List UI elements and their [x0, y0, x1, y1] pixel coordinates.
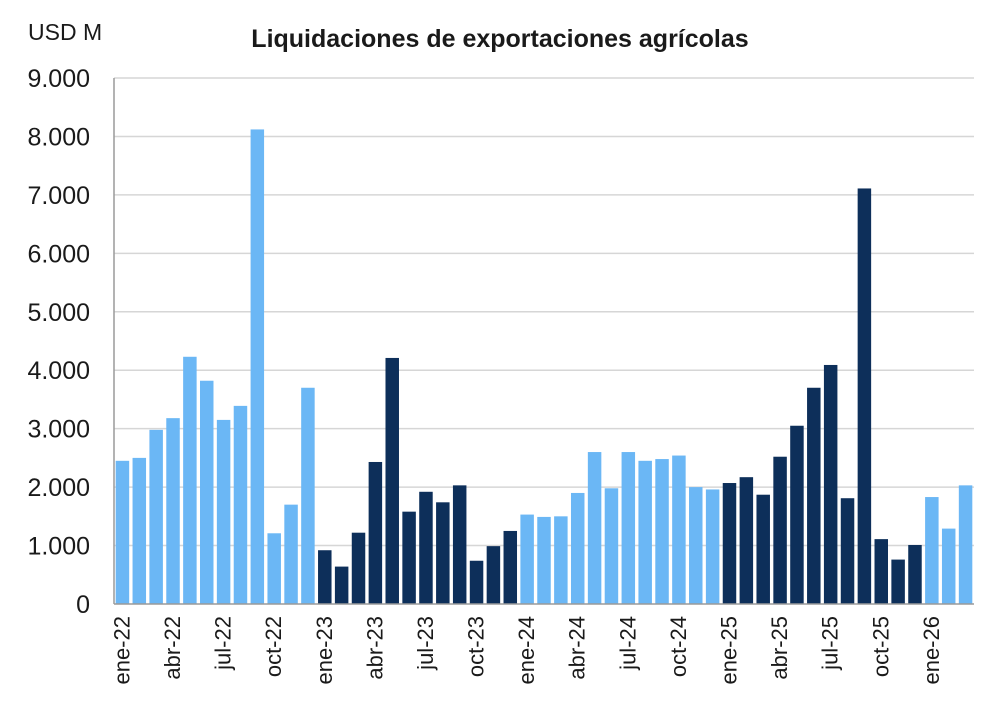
- x-tick-label: ene-22: [109, 616, 134, 685]
- bar-jul-22: jul-22: [216, 419, 231, 604]
- bar-mar-23: mar-23: [351, 532, 366, 604]
- bar-oct-22: oct-22: [267, 533, 281, 604]
- x-tick-label: ene-24: [514, 616, 539, 685]
- bar-mar-26: mar-26: [958, 485, 973, 604]
- bar-feb-26: feb-26: [941, 528, 956, 604]
- y-tick-label: 6.000: [27, 240, 90, 268]
- y-tick-label: 2.000: [27, 474, 90, 502]
- chart-title: Liquidaciones de exportaciones agrícolas: [251, 25, 748, 53]
- bar-mar-22: mar-22: [149, 429, 163, 604]
- x-axis-ticks: ene-22 abr-22 jul-22 oct-22 ene-23 abr-23 jul-…: [109, 616, 943, 685]
- bar-may-23: may-23: [385, 357, 399, 604]
- x-tick-label: ene-26: [919, 616, 944, 685]
- y-axis-unit-label: USD M: [28, 19, 102, 45]
- bar-ene-23: ene-23: [318, 550, 332, 604]
- bar-ene-25: ene-25: [722, 483, 737, 604]
- bar-nov-24: nov-24: [689, 487, 703, 604]
- y-tick-label: 7.000: [27, 182, 90, 210]
- y-axis-ticks: 0 1.000 2.000 3.000 4.000 5.000 6.000 7.000 8.00…: [27, 65, 90, 619]
- bar-jul-25: jul-25: [823, 364, 838, 604]
- bar-sep-25: sep-25: [857, 188, 872, 604]
- x-tick-label: jul-23: [413, 616, 438, 671]
- y-tick-label: 8.000: [27, 123, 90, 151]
- bar-sep-23: sep-23: [452, 485, 467, 604]
- bar-oct-24: oct-24: [672, 455, 686, 604]
- x-tick-label: oct-23: [464, 616, 489, 677]
- bar-ene-24: ene-24: [520, 514, 534, 604]
- bar-series: ene-22feb-22mar-22abr-22may-22jun-22jul-…: [115, 129, 973, 605]
- bar-nov-23: nov-23: [486, 546, 501, 604]
- bar-sep-22: sep-22: [250, 129, 265, 605]
- bar-dic-25: dic-25: [908, 544, 922, 604]
- y-tick-label: 3.000: [27, 416, 90, 444]
- x-tick-label: jul-25: [818, 616, 843, 671]
- bar-sep-24: sep-24: [655, 459, 669, 604]
- bar-abr-24: abr-24: [570, 492, 585, 604]
- bar-dic-24: dic-24: [705, 489, 720, 604]
- x-tick-label: abr-24: [565, 616, 590, 680]
- x-tick-label: oct-25: [868, 616, 893, 677]
- axes: [113, 78, 974, 605]
- bar-jul-23: jul-23: [419, 491, 433, 604]
- bar-nov-25: nov-25: [891, 559, 905, 604]
- bar-feb-24: feb-24: [537, 516, 551, 604]
- bar-feb-25: feb-25: [739, 477, 754, 604]
- x-tick-label: abr-22: [160, 616, 185, 680]
- bar-ene-26: ene-26: [925, 497, 939, 604]
- bar-oct-25: oct-25: [874, 539, 888, 604]
- y-tick-label: 1.000: [27, 533, 90, 561]
- x-tick-label: jul-22: [211, 616, 236, 671]
- bar-ago-23: ago-23: [436, 502, 450, 604]
- y-tick-label: 5.000: [27, 299, 90, 327]
- bar-oct-23: oct-23: [469, 560, 484, 604]
- x-tick-label: ene-25: [716, 616, 741, 685]
- x-tick-label: oct-24: [666, 616, 691, 677]
- bar-jul-24: jul-24: [621, 452, 636, 604]
- y-tick-label: 9.000: [27, 65, 90, 93]
- y-tick-label: 0: [76, 591, 90, 619]
- x-tick-label: jul-24: [615, 616, 640, 671]
- bar-jun-23: jun-23: [402, 511, 416, 604]
- bar-mar-24: mar-24: [554, 516, 568, 604]
- y-tick-label: 4.000: [27, 357, 90, 385]
- x-tick-label: ene-23: [312, 616, 337, 685]
- x-tick-label: oct-22: [261, 616, 286, 677]
- bar-feb-22: feb-22: [132, 457, 147, 604]
- bar-ago-24: ago-24: [638, 460, 652, 604]
- bar-jun-25: jun-25: [807, 387, 821, 604]
- x-tick-label: abr-25: [767, 616, 792, 680]
- bar-ene-22: ene-22: [115, 460, 130, 604]
- x-tick-label: abr-23: [362, 616, 387, 680]
- bar-abr-22: abr-22: [166, 418, 180, 604]
- bar-abr-23: abr-23: [368, 461, 383, 604]
- bar-may-24: may-24: [587, 452, 602, 604]
- bar-abr-25: abr-25: [773, 456, 787, 604]
- bar-jun-24: jun-24: [604, 488, 619, 604]
- bar-may-25: may-25: [790, 425, 804, 604]
- bar-mar-25: mar-25: [756, 494, 770, 604]
- bar-dic-22: dic-22: [301, 387, 315, 604]
- bar-nov-22: nov-22: [284, 504, 298, 604]
- bar-ago-25: ago-25: [840, 498, 855, 604]
- bar-ago-22: ago-22: [233, 405, 248, 604]
- bar-dic-23: dic-23: [503, 530, 518, 604]
- bar-jun-22: jun-22: [200, 380, 214, 604]
- bar-may-22: may-22: [183, 356, 197, 604]
- bar-feb-23: feb-23: [334, 566, 349, 604]
